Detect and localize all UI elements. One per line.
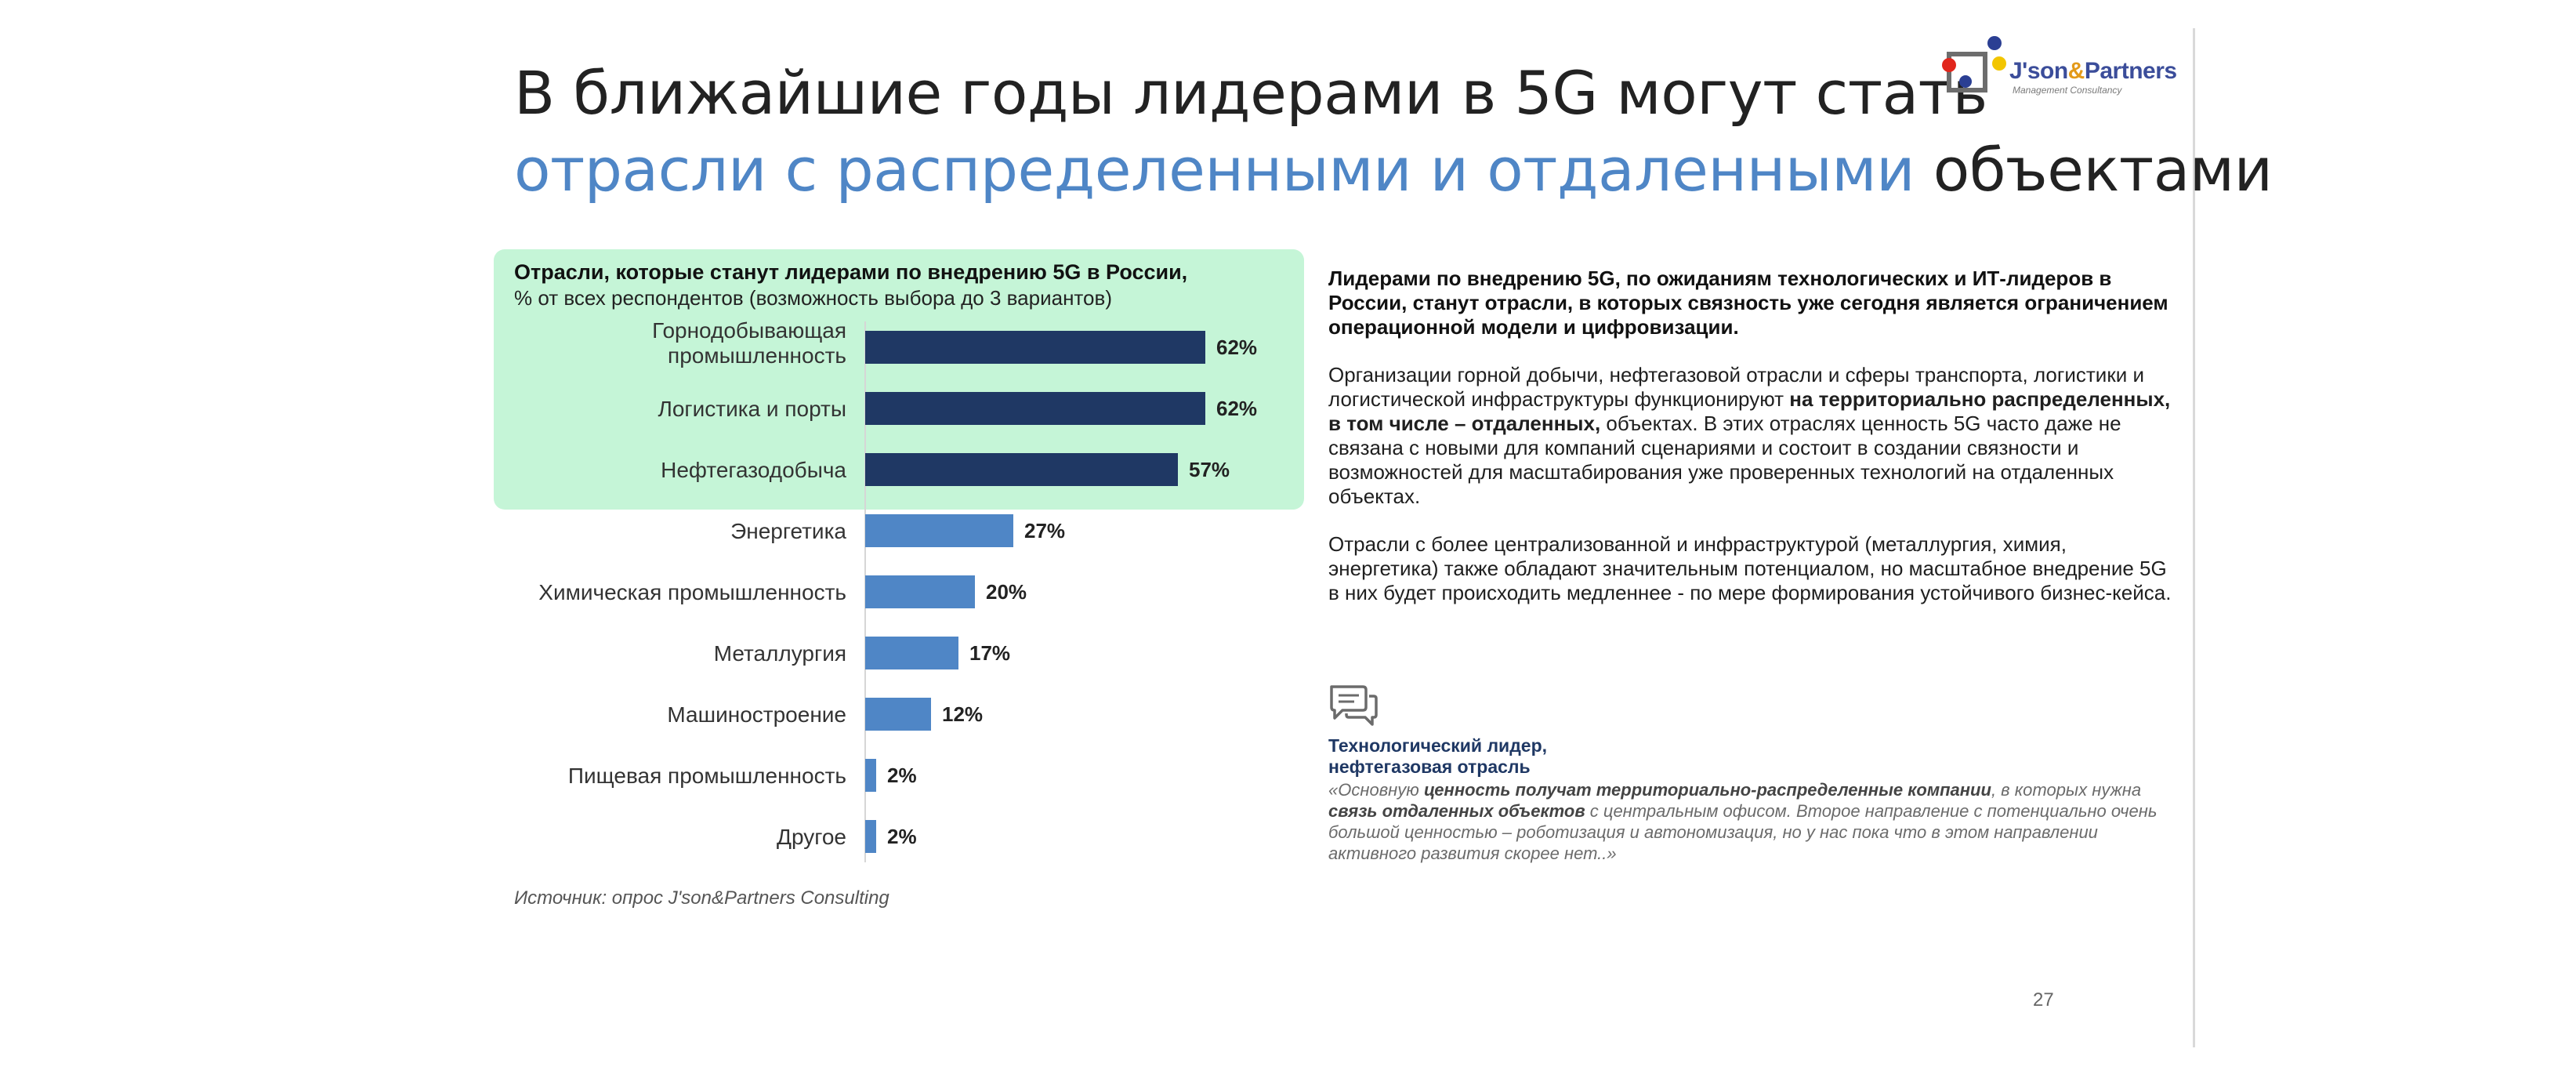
chart-title: Отрасли, которые станут лидерами по внед… — [514, 260, 1188, 284]
value-label-4: 27% — [1024, 519, 1065, 542]
bar-2 — [865, 392, 1205, 425]
quote-text: «Основную ценность получат территориальн… — [1328, 780, 2158, 863]
category-label-1: Горнодобывающая промышленность — [652, 318, 846, 368]
value-label-2: 62% — [1216, 397, 1257, 420]
company-logo: J'son&Partners Management Consultancy — [1940, 36, 2177, 99]
logo-dot-yellow — [1992, 56, 2006, 71]
bar-6 — [865, 637, 958, 669]
value-label-9: 2% — [887, 825, 917, 848]
lead-paragraph: Лидерами по внедрению 5G, по ожиданиям т… — [1328, 267, 2168, 339]
quote-author: Технологический лидер, нефтегазовая отра… — [1328, 735, 1548, 777]
category-label-7: Машиностроение — [667, 702, 846, 727]
bar-9 — [865, 820, 876, 853]
category-label-6: Металлургия — [714, 641, 846, 666]
chat-bubbles-icon — [1330, 685, 1378, 726]
bar-3 — [865, 453, 1178, 486]
bar-4 — [865, 514, 1013, 547]
value-label-3: 57% — [1189, 458, 1230, 481]
source-note: Источник: опрос J'son&Partners Consultin… — [514, 887, 889, 909]
title-line-2: отрасли с распределенными и отдаленными … — [514, 132, 2273, 209]
quote-block: Технологический лидер, нефтегазовая отра… — [1328, 735, 2175, 864]
category-label-3: Нефтегазодобыча — [661, 458, 846, 482]
logo-square — [1947, 52, 1987, 93]
title-accent: отрасли с распределенными и отдаленными — [514, 135, 1915, 205]
value-label-1: 62% — [1216, 336, 1257, 359]
logo-subtitle: Management Consultancy — [2013, 85, 2122, 96]
bar-5 — [865, 575, 975, 608]
category-label-2: Логистика и порты — [658, 397, 846, 421]
category-label-5: Химическая промышленность — [538, 580, 846, 604]
title-rest: объектами — [1915, 135, 2273, 205]
chart-subtitle: % от всех респондентов (возможность выбо… — [514, 286, 1112, 310]
page-number: 27 — [2033, 989, 2054, 1011]
vertical-divider — [2193, 28, 2195, 1047]
bar-8 — [865, 759, 876, 792]
bar-1 — [865, 331, 1205, 364]
page-title: В ближайшие годы лидерами в 5G могут ста… — [514, 55, 2273, 209]
value-label-8: 2% — [887, 764, 917, 787]
title-line-1: В ближайшие годы лидерами в 5G могут ста… — [514, 58, 1987, 128]
logo-name: J'son&Partners — [2009, 58, 2177, 84]
value-label-7: 12% — [942, 702, 983, 726]
category-label-9: Другое — [777, 825, 846, 849]
bar-7 — [865, 698, 931, 731]
logo-dot-red — [1942, 58, 1956, 72]
logo-dot-blue-small — [1959, 75, 1972, 88]
right-column: Лидерами по внедрению 5G, по ожиданиям т… — [1328, 267, 2175, 605]
chart-heading: Отрасли, которые станут лидерами по внед… — [514, 259, 1298, 310]
logo-dot-blue — [1987, 36, 2002, 50]
paragraph-3: Отрасли с более централизованной и инфра… — [1328, 532, 2172, 604]
value-label-5: 20% — [986, 580, 1027, 604]
paragraph-2: Организации горной добычи, нефтегазовой … — [1328, 363, 2171, 508]
category-label-8: Пищевая промышленность — [568, 764, 846, 788]
category-label-4: Энергетика — [730, 519, 846, 543]
value-label-6: 17% — [969, 641, 1010, 665]
